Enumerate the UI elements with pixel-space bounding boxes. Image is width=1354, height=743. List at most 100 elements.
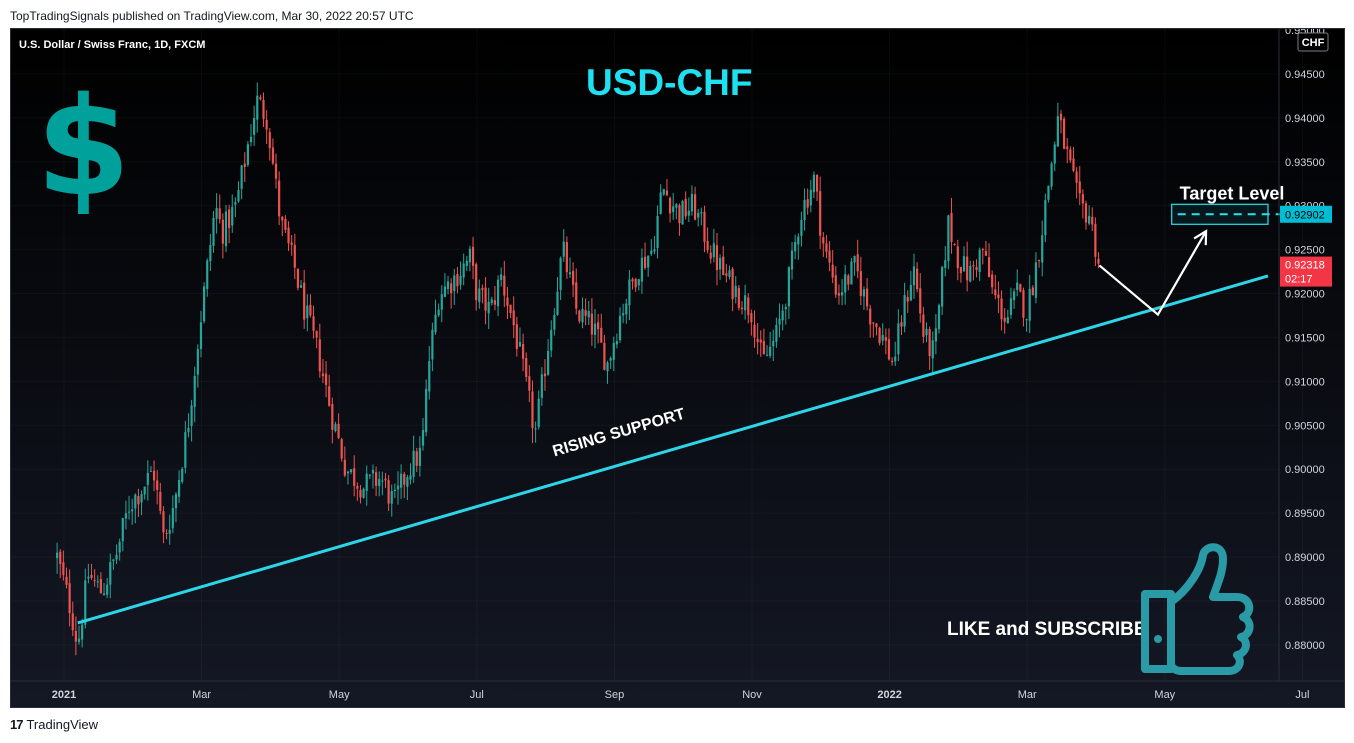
candle-body [600, 327, 603, 343]
candle-body [337, 423, 340, 438]
candle-body [121, 518, 124, 542]
time-tick-label: Jul [470, 689, 484, 701]
candle-body [96, 581, 99, 583]
candle-body [603, 342, 606, 370]
candle-body [224, 211, 228, 247]
candle-body [900, 322, 903, 327]
candle-body [240, 165, 243, 189]
candle-body [259, 97, 262, 100]
candle-body [87, 576, 90, 579]
candle-body [1012, 291, 1016, 301]
candle-body [528, 376, 531, 391]
candle-body [193, 375, 196, 407]
candle-body [459, 275, 462, 285]
candle-body [512, 310, 515, 326]
candle-body [315, 330, 318, 338]
candle-body [812, 174, 816, 193]
candle-body [819, 191, 822, 236]
candle-body [353, 468, 356, 486]
candle-body [972, 265, 975, 267]
target-level-box: Target Level [1171, 183, 1284, 225]
candle-body [740, 307, 744, 310]
candle-body [62, 562, 65, 576]
price-tick-label: 0.92000 [1285, 289, 1325, 301]
candle-body [697, 212, 700, 218]
time-tick-label: Nov [742, 689, 762, 701]
candle-body [465, 260, 468, 267]
candle-body [550, 329, 553, 351]
target-price-value: 0.92902 [1285, 209, 1325, 221]
bar-countdown: 02:17 [1285, 274, 1313, 286]
candle-body [299, 285, 303, 288]
candle-body [453, 275, 456, 292]
candle-body [750, 313, 753, 323]
candle-body [387, 480, 390, 504]
candle-body [784, 306, 787, 310]
price-axis[interactable]: 0.950000.945000.940000.935000.930000.925… [11, 29, 1344, 682]
candle-body [328, 386, 331, 406]
candle-body [628, 279, 631, 306]
candle-body [274, 163, 278, 179]
time-tick-label: May [1154, 689, 1175, 701]
candle-body [684, 198, 687, 217]
candle-body [931, 340, 934, 359]
candle-body [131, 509, 134, 512]
symbol-legend[interactable]: U.S. Dollar / Swiss Franc, 1D, FXCM [19, 39, 205, 51]
candle-body [77, 638, 81, 642]
candle-body [622, 313, 625, 316]
candle-body [1037, 260, 1041, 262]
candle-body [265, 120, 268, 130]
candle-body [1088, 215, 1091, 224]
candle-body [565, 242, 568, 273]
candle-body [778, 318, 781, 325]
grid-layer [11, 29, 1302, 681]
candle-body [875, 323, 878, 328]
tradingview-brand[interactable]: 17 TradingView [10, 717, 98, 732]
candle-body [1094, 223, 1097, 257]
candle-body [281, 216, 284, 221]
time-axis[interactable]: 2021 Mar May Jul Sep Nov 2022 Mar May Jul [52, 689, 1310, 701]
candle-body [324, 373, 328, 385]
candle-body [719, 257, 722, 270]
candle-body [725, 273, 728, 276]
candle-body [84, 580, 87, 625]
candle-body [293, 244, 296, 268]
price-chart[interactable]: U.S. Dollar / Swiss Franc, 1D, FXCM USD-… [11, 29, 1344, 707]
candle-body [1072, 158, 1075, 171]
candle-body [1016, 282, 1019, 290]
candle-body [1084, 203, 1088, 223]
candle-body [822, 237, 825, 244]
candle-body [278, 180, 281, 217]
candle-body [547, 350, 550, 375]
candle-body [647, 255, 650, 268]
candle-body [928, 329, 931, 357]
candle-body [475, 264, 478, 301]
candle-body [859, 271, 862, 296]
candle-body [190, 405, 193, 426]
candle-body [162, 511, 165, 533]
candle-body [865, 288, 869, 307]
candle-body [640, 257, 644, 282]
chart-panel[interactable]: U.S. Dollar / Swiss Franc, 1D, FXCM USD-… [10, 28, 1345, 708]
candle-body [375, 472, 378, 486]
candle-body [884, 337, 887, 341]
candle-body [443, 286, 447, 297]
candle-body [584, 310, 587, 316]
candle-body [156, 480, 159, 490]
candle-body [296, 268, 300, 288]
candle-body [253, 118, 256, 135]
candle-body [143, 486, 146, 495]
candle-body [631, 279, 634, 282]
candle-body [659, 192, 662, 214]
candle-body [490, 299, 493, 303]
candle-body [412, 450, 415, 477]
candle-body [181, 468, 184, 482]
dollar-icon: $ [36, 69, 131, 227]
candle-body [74, 630, 77, 642]
candle-body [1006, 316, 1009, 324]
candle-body [700, 212, 703, 214]
candle-body [406, 477, 409, 487]
candle-body [903, 295, 906, 327]
candle-body [1063, 118, 1066, 149]
candle-body [1059, 113, 1063, 121]
